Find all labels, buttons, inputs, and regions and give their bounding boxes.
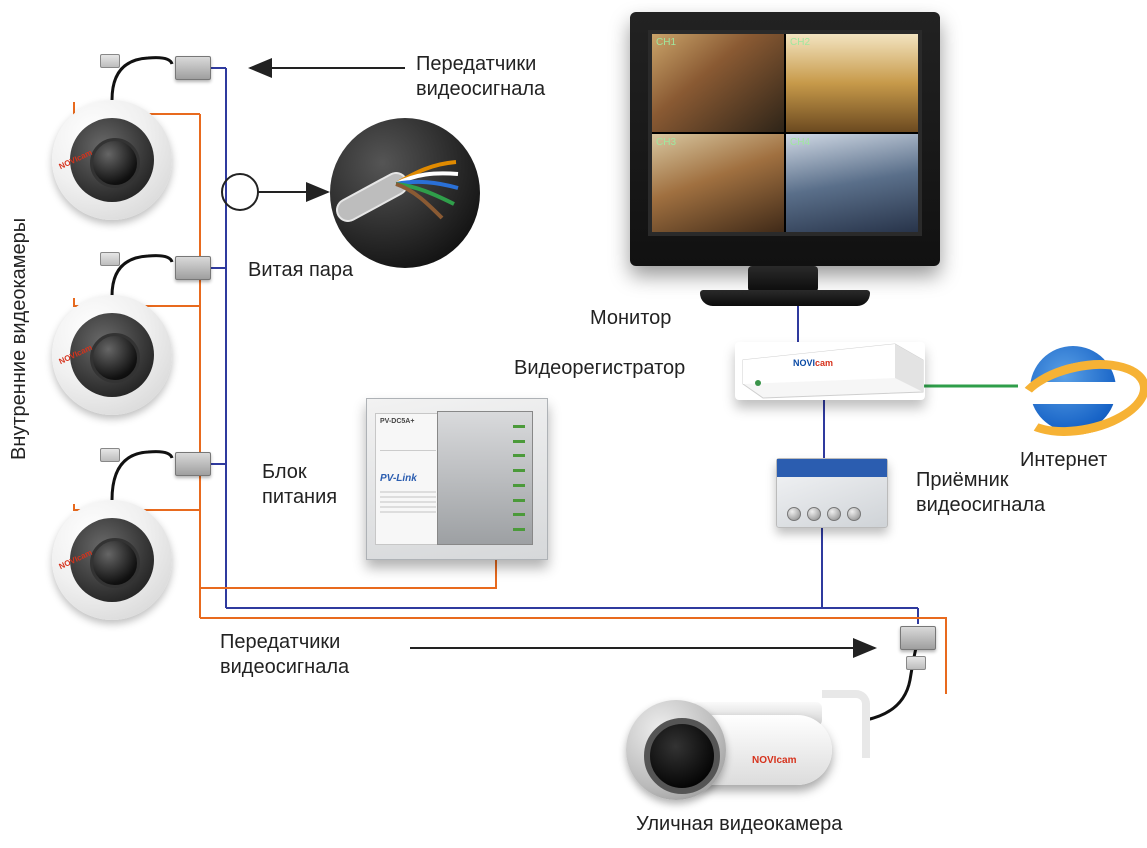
monitor-quad: CH3 — [652, 134, 784, 232]
transmitters-bottom-label: Передатчики видеосигнала — [220, 630, 349, 680]
psu-brand: PV-Link — [380, 473, 436, 485]
internet-explorer-icon — [1018, 334, 1128, 444]
video-receiver — [776, 458, 888, 528]
bnc-connector — [100, 448, 120, 462]
power-supply: PV-DC5A+ PV-Link — [366, 398, 548, 560]
video-balun — [900, 626, 936, 650]
wiring-layer — [0, 0, 1147, 848]
dome-camera: NOVIcam — [52, 100, 172, 220]
bullet-camera: NOVIcam — [612, 680, 872, 810]
monitor: CH1 CH2 CH3 CH4 — [630, 12, 940, 266]
channel-tag: CH4 — [790, 138, 810, 148]
dome-camera: NOVIcam — [52, 295, 172, 415]
outdoor-camera-label: Уличная видеокамера — [636, 812, 842, 837]
psu-model: PV-DC5A+ — [380, 418, 436, 426]
bnc-connector — [100, 252, 120, 266]
video-balun — [175, 452, 211, 476]
dvr-label: Видеорегистратор — [514, 356, 685, 381]
channel-tag: CH1 — [656, 38, 676, 48]
monitor-neck — [748, 266, 818, 292]
transmitters-top-label: Передатчики видеосигнала — [416, 52, 545, 102]
monitor-quad: CH4 — [786, 134, 918, 232]
video-balun — [175, 56, 211, 80]
internet-label: Интернет — [1020, 448, 1107, 473]
receiver-label: Приёмник видеосигнала — [916, 468, 1045, 518]
monitor-base — [700, 290, 870, 306]
channel-tag: CH3 — [656, 138, 676, 148]
monitor-quad: CH2 — [786, 34, 918, 132]
monitor-quad: CH1 — [652, 34, 784, 132]
bnc-connector — [100, 54, 120, 68]
bnc-connector — [906, 656, 926, 670]
dvr: NOVIcam — [735, 342, 925, 400]
indoor-cameras-label: Внутренние видеокамеры — [8, 60, 31, 460]
twisted-pair-illustration — [330, 118, 480, 268]
monitor-label: Монитор — [590, 306, 671, 331]
channel-tag: CH2 — [790, 38, 810, 48]
video-balun — [175, 256, 211, 280]
psu-label: Блок питания — [262, 460, 337, 510]
dome-camera: NOVIcam — [52, 500, 172, 620]
